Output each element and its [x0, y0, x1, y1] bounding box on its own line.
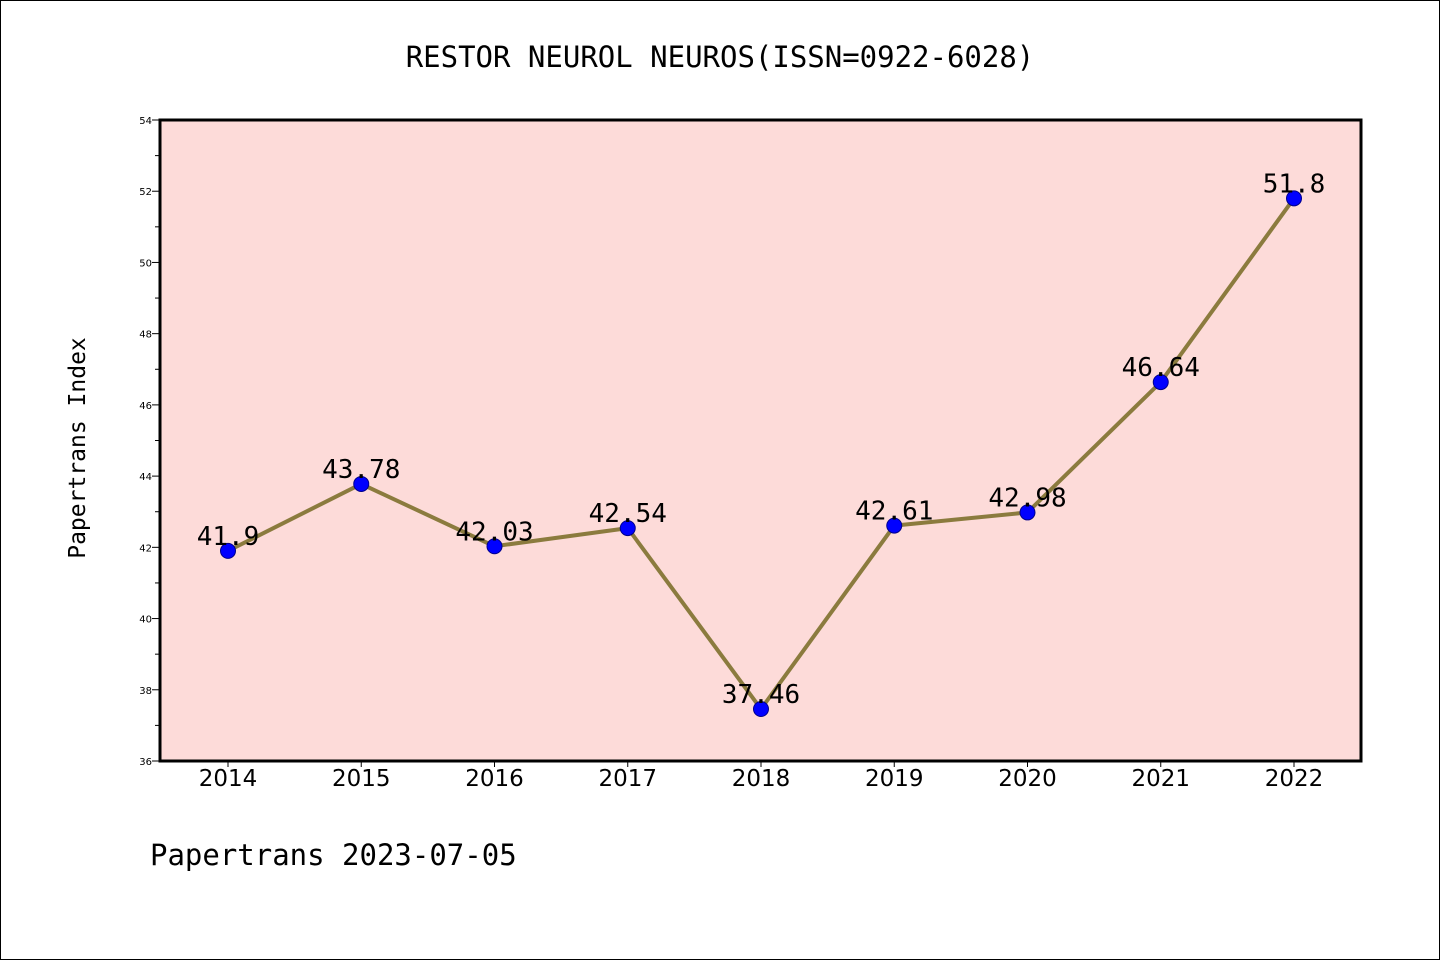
y-tick-label: 38	[139, 686, 152, 697]
x-tick-label: 2021	[1131, 766, 1190, 792]
x-tick-label: 2015	[332, 766, 391, 792]
data-label: 46.64	[1122, 353, 1200, 383]
data-point	[220, 542, 236, 559]
data-label: 42.03	[455, 517, 533, 547]
data-label: 41.9	[197, 522, 260, 552]
data-point	[1019, 504, 1036, 521]
y-tick-label: 54	[139, 116, 152, 127]
x-tick-label: 2016	[465, 766, 524, 792]
data-label: 42.54	[589, 499, 667, 529]
chart-marks: 36 38 40 42 44 46 48 50 52 54 2014 2015 2016 2017 2018…	[139, 116, 1325, 792]
data-label: 51.8	[1263, 169, 1326, 199]
data-point	[1286, 190, 1302, 207]
data-label: 42.61	[855, 497, 933, 527]
x-tick-label: 2018	[732, 766, 791, 792]
data-label: 42.98	[988, 483, 1066, 513]
data-point	[886, 517, 903, 534]
x-tick-label: 2020	[998, 766, 1057, 792]
x-tick-label: 2017	[598, 766, 657, 792]
y-tick-label: 50	[139, 258, 152, 269]
plot-border	[158, 118, 1363, 763]
y-tick-label: 44	[139, 472, 152, 483]
y-tick-label: 52	[139, 187, 152, 198]
data-label: 37.46	[722, 680, 800, 710]
y-tick-label: 46	[139, 401, 152, 412]
y-axis-label: Papertrans Index	[65, 337, 91, 559]
data-point	[619, 520, 636, 537]
x-tick-label: 2019	[865, 766, 924, 792]
y-tick-label: 42	[139, 543, 152, 554]
y-tick-label: 40	[139, 615, 152, 626]
y-tick-label: 48	[139, 330, 152, 341]
chart-title: RESTOR NEUROL NEUROS(ISSN=0922-6028)	[406, 40, 1035, 74]
footer-text: Papertrans 2023-07-05	[150, 838, 517, 872]
data-label: 43.78	[322, 455, 400, 485]
y-tick-label: 36	[139, 757, 152, 768]
plot-area	[160, 120, 1361, 761]
data-point	[753, 701, 769, 718]
x-tick-label: 2022	[1265, 766, 1324, 792]
data-point	[1152, 374, 1169, 391]
data-point	[353, 475, 370, 492]
data-point	[486, 538, 503, 555]
x-tick-label: 2014	[199, 766, 258, 792]
